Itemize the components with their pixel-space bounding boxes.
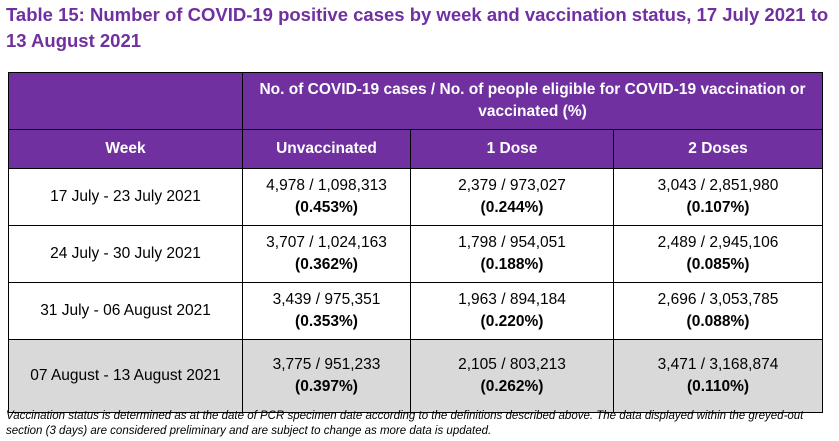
week-cell: 07 August - 13 August 2021 [8, 339, 243, 413]
table-row: 17 July - 23 July 2021 4,978 / 1,098,313… [8, 168, 823, 226]
one-dose-cell: 2,105 / 803,213 (0.262%) [410, 339, 614, 413]
unvaccinated-cell: 3,775 / 951,233 (0.397%) [242, 339, 411, 413]
case-percent: (0.244%) [480, 199, 544, 216]
case-count: 3,775 / 951,233 [272, 356, 381, 373]
case-percent: (0.110%) [686, 378, 750, 395]
table-title: Table 15: Number of COVID-19 positive ca… [6, 4, 829, 51]
column-header-unvaccinated: Unvaccinated [242, 129, 411, 169]
week-cell: 17 July - 23 July 2021 [8, 168, 243, 226]
header-row-group: No. of COVID-19 cases / No. of people el… [8, 72, 823, 130]
case-count: 4,978 / 1,098,313 [266, 177, 387, 194]
week-label: 17 July - 23 July 2021 [50, 188, 201, 205]
week-label: 24 July - 30 July 2021 [50, 245, 201, 262]
week-cell: 31 July - 06 August 2021 [8, 282, 243, 340]
column-header-one-dose: 1 Dose [410, 129, 614, 169]
case-percent: (0.188%) [480, 256, 544, 273]
table-row: 31 July - 06 August 2021 3,439 / 975,351… [8, 282, 823, 340]
case-count: 2,696 / 3,053,785 [657, 291, 779, 308]
case-count: 3,439 / 975,351 [272, 291, 381, 308]
header-empty-cell [8, 72, 243, 130]
case-percent: (0.262%) [480, 378, 544, 395]
case-count: 3,043 / 2,851,980 [657, 177, 779, 194]
table-row: 24 July - 30 July 2021 3,707 / 1,024,163… [8, 225, 823, 283]
two-doses-cell: 3,043 / 2,851,980 (0.107%) [613, 168, 823, 226]
group-header: No. of COVID-19 cases / No. of people el… [242, 72, 823, 130]
case-count: 1,963 / 894,184 [458, 291, 566, 308]
column-header-two-doses: 2 Doses [613, 129, 823, 169]
case-percent: (0.397%) [295, 378, 358, 395]
week-label: 07 August - 13 August 2021 [30, 367, 221, 384]
case-percent: (0.362%) [295, 256, 358, 273]
unvaccinated-cell: 3,439 / 975,351 (0.353%) [242, 282, 411, 340]
two-doses-cell: 2,696 / 3,053,785 (0.088%) [613, 282, 823, 340]
case-percent: (0.353%) [295, 313, 358, 330]
week-cell: 24 July - 30 July 2021 [8, 225, 243, 283]
case-count: 2,489 / 2,945,106 [657, 234, 779, 251]
footnote: Vaccination status is determined as at t… [6, 410, 804, 437]
case-percent: (0.088%) [686, 313, 750, 330]
case-percent: (0.220%) [480, 313, 544, 330]
case-count: 3,707 / 1,024,163 [266, 234, 387, 251]
column-header-week: Week [8, 129, 243, 169]
one-dose-cell: 2,379 / 973,027 (0.244%) [410, 168, 614, 226]
covid-cases-table: No. of COVID-19 cases / No. of people el… [8, 72, 823, 413]
case-count: 2,379 / 973,027 [458, 177, 566, 194]
case-percent: (0.107%) [686, 199, 750, 216]
two-doses-cell: 3,471 / 3,168,874 (0.110%) [613, 339, 823, 413]
unvaccinated-cell: 3,707 / 1,024,163 (0.362%) [242, 225, 411, 283]
case-count: 3,471 / 3,168,874 [657, 356, 779, 373]
two-doses-cell: 2,489 / 2,945,106 (0.085%) [613, 225, 823, 283]
one-dose-cell: 1,798 / 954,051 (0.188%) [410, 225, 614, 283]
week-label: 31 July - 06 August 2021 [40, 302, 211, 319]
case-count: 2,105 / 803,213 [458, 356, 566, 373]
table-row-preliminary: 07 August - 13 August 2021 3,775 / 951,2… [8, 339, 823, 413]
unvaccinated-cell: 4,978 / 1,098,313 (0.453%) [242, 168, 411, 226]
one-dose-cell: 1,963 / 894,184 (0.220%) [410, 282, 614, 340]
case-percent: (0.085%) [686, 256, 750, 273]
case-count: 1,798 / 954,051 [458, 234, 566, 251]
header-row-columns: Week Unvaccinated 1 Dose 2 Doses [8, 129, 823, 169]
case-percent: (0.453%) [295, 199, 358, 216]
